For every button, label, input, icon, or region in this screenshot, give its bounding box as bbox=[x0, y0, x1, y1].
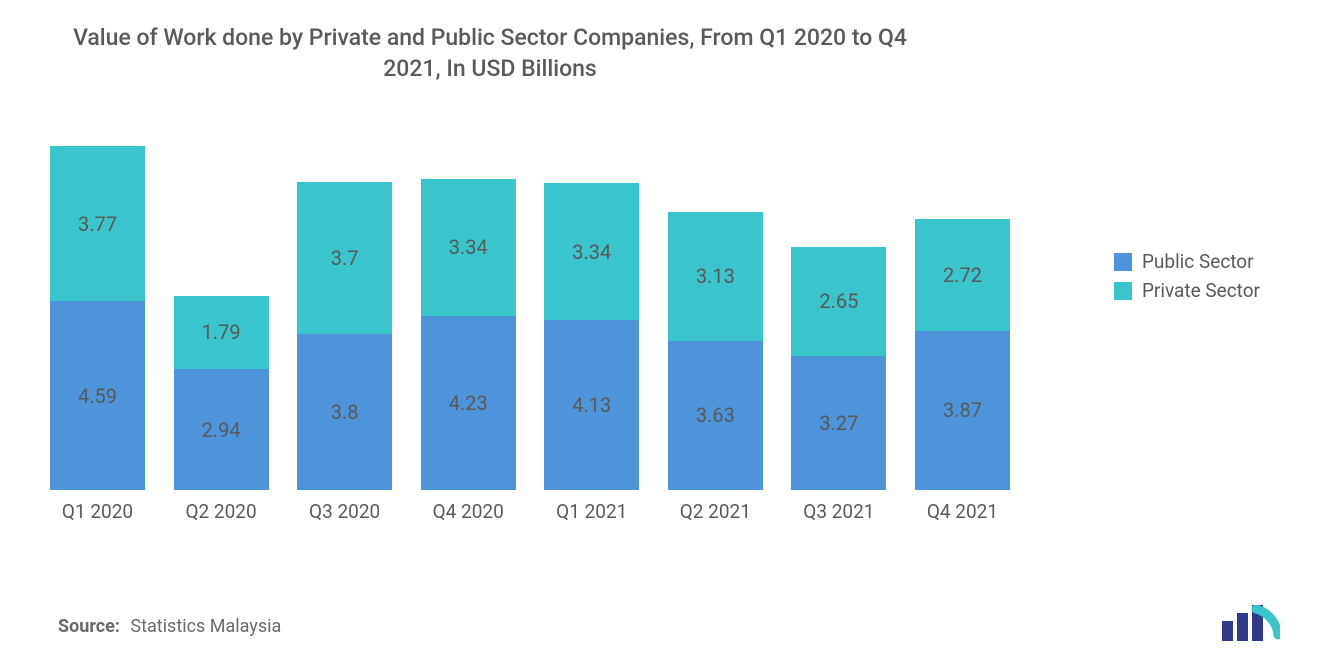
x-axis-label: Q3 2021 bbox=[791, 492, 886, 523]
source-text: Statistics Malaysia bbox=[130, 616, 281, 637]
x-axis-label: Q3 2020 bbox=[297, 492, 392, 523]
chart-title: Value of Work done by Private and Public… bbox=[50, 22, 930, 84]
bar-column: 1.792.94 bbox=[174, 296, 269, 490]
x-axis-label: Q4 2020 bbox=[421, 492, 516, 523]
legend-swatch-public bbox=[1114, 253, 1132, 271]
bar-column: 2.653.27 bbox=[791, 247, 886, 490]
legend: Public Sector Private Sector bbox=[1114, 250, 1260, 308]
bar-segment-private: 3.34 bbox=[421, 179, 516, 316]
bar-segment-public: 4.13 bbox=[544, 320, 639, 490]
bar-column: 3.344.13 bbox=[544, 183, 639, 490]
bar-segment-public: 4.59 bbox=[50, 301, 145, 490]
x-axis-labels: Q1 2020 Q2 2020 Q3 2020 Q4 2020 Q1 2021 Q2 20… bbox=[50, 492, 1010, 530]
bar-segment-private: 2.72 bbox=[915, 219, 1010, 331]
bar-column: 3.344.23 bbox=[421, 179, 516, 490]
bar-segment-public: 3.87 bbox=[915, 331, 1010, 490]
bar-column: 3.774.59 bbox=[50, 146, 145, 490]
plot-area: 3.774.591.792.943.73.83.344.233.344.133.… bbox=[50, 120, 1010, 530]
x-axis-label: Q1 2021 bbox=[544, 492, 639, 523]
bar-segment-public: 2.94 bbox=[174, 369, 269, 490]
bar-segment-private: 3.77 bbox=[50, 146, 145, 301]
bar-segment-public: 3.27 bbox=[791, 356, 886, 490]
bar-segment-public: 4.23 bbox=[421, 316, 516, 490]
bar-column: 3.133.63 bbox=[668, 212, 763, 490]
legend-swatch-private bbox=[1114, 282, 1132, 300]
source-line: Source: Statistics Malaysia bbox=[58, 616, 281, 637]
legend-label-public: Public Sector bbox=[1142, 250, 1254, 273]
bar-segment-private: 3.7 bbox=[297, 182, 392, 334]
legend-item-public: Public Sector bbox=[1114, 250, 1260, 273]
x-axis-label: Q2 2020 bbox=[174, 492, 269, 523]
bar-column: 3.73.8 bbox=[297, 182, 392, 490]
bar-segment-private: 1.79 bbox=[174, 296, 269, 370]
bar-segment-public: 3.8 bbox=[297, 334, 392, 490]
x-axis-label: Q4 2021 bbox=[915, 492, 1010, 523]
legend-label-private: Private Sector bbox=[1142, 279, 1260, 302]
source-label: Source: bbox=[58, 616, 120, 637]
bar-segment-public: 3.63 bbox=[668, 341, 763, 490]
brand-logo-icon bbox=[1218, 605, 1280, 643]
bars-group: 3.774.591.792.943.73.83.344.233.344.133.… bbox=[50, 120, 1010, 490]
bar-segment-private: 2.65 bbox=[791, 247, 886, 356]
bar-segment-private: 3.13 bbox=[668, 212, 763, 341]
x-axis-label: Q1 2020 bbox=[50, 492, 145, 523]
bar-column: 2.723.87 bbox=[915, 219, 1010, 490]
x-axis-label: Q2 2021 bbox=[668, 492, 763, 523]
bar-segment-private: 3.34 bbox=[544, 183, 639, 320]
legend-item-private: Private Sector bbox=[1114, 279, 1260, 302]
chart-container: Value of Work done by Private and Public… bbox=[0, 0, 1320, 665]
